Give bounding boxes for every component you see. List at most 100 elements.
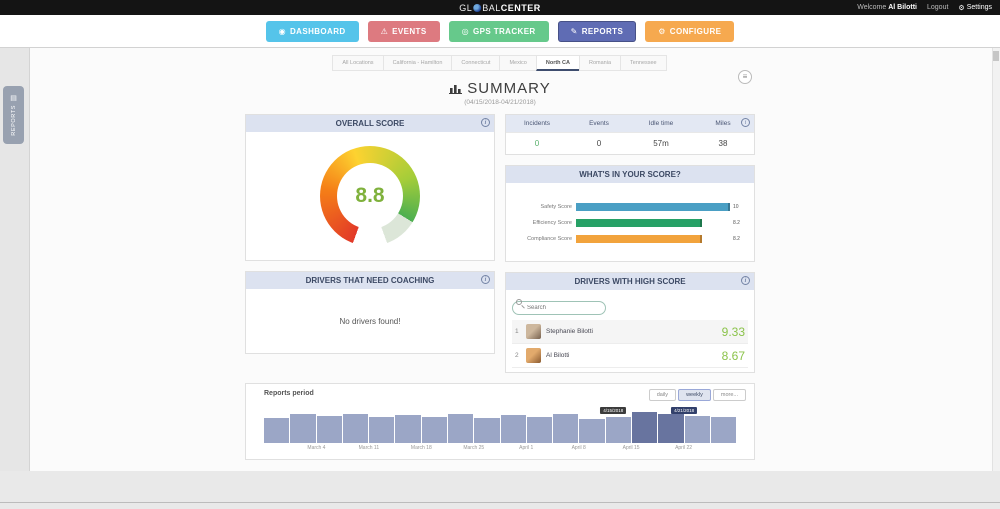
timeline-bar[interactable]	[264, 418, 290, 443]
welcome-text: Welcome Al Bilotti	[857, 4, 917, 11]
range-daily-button[interactable]: daily	[648, 389, 677, 401]
tab-all-locations[interactable]: All Locations	[332, 55, 384, 71]
globe-icon	[473, 3, 482, 12]
left-rail: ▤ REPORTS	[0, 48, 30, 471]
timeline-axis-label: April 22	[675, 445, 693, 451]
driver-row[interactable]: 2 Al Bilotti 8.67	[512, 344, 748, 368]
score-gauge: 8.8	[320, 146, 420, 246]
timeline-bar[interactable]	[658, 414, 684, 443]
topbar: GL BAL CENTER Welcome Al Bilotti Logout ⚙ …	[0, 0, 1000, 15]
info-icon[interactable]: i	[481, 118, 490, 127]
user-name: Al Bilotti	[888, 4, 917, 11]
tab-mexico[interactable]: Mexico	[499, 55, 537, 71]
nav-dashboard-label: DASHBOARD	[289, 26, 346, 36]
timeline-axis-label: March 4	[307, 445, 326, 451]
stats-summary: Incidents Events Idle time Miles i 0 0 5…	[505, 114, 755, 155]
nav-configure-button[interactable]: ⚙ CONFIGURE	[645, 20, 735, 42]
reports-side-tab[interactable]: ▤ REPORTS	[3, 86, 24, 144]
timeline-bar[interactable]	[684, 416, 710, 443]
range-weekly-button[interactable]: weekly	[678, 389, 711, 401]
timeline-bar[interactable]	[316, 416, 342, 443]
stats-col-idle-time: Idle time	[648, 120, 674, 127]
timeline-labels: March 4 March 11 March 18 March 25 April 1 Ap…	[264, 445, 736, 454]
logo-text-center: CENTER	[500, 2, 541, 13]
score-bar-track	[576, 219, 730, 227]
score-bar-fill[interactable]	[576, 219, 703, 227]
timeline-axis-label: March 25	[463, 445, 485, 451]
tab-california-hamilton[interactable]: California - Hamilton	[382, 55, 453, 71]
reports-icon: ✎	[570, 26, 578, 36]
timeline-bar[interactable]	[710, 417, 737, 443]
driver-score: 8.67	[721, 348, 745, 363]
timeline-bar[interactable]	[579, 419, 605, 443]
driver-name: Stephanie Bilotti	[546, 328, 593, 335]
logo-text-gl: GL	[459, 2, 473, 13]
search-icon	[516, 299, 522, 305]
timeline-bar[interactable]	[474, 418, 500, 443]
driver-row[interactable]: 1 Stephanie Bilotti 9.33	[512, 320, 748, 344]
stats-col-incidents: Incidents	[523, 120, 551, 127]
driver-search-input[interactable]	[512, 301, 606, 315]
score-bar-fill[interactable]	[576, 235, 703, 243]
timeline-bar[interactable]	[526, 417, 553, 443]
tab-tennessee[interactable]: Tennessee	[620, 55, 667, 71]
timeline-bar[interactable]	[342, 414, 369, 443]
logout-link[interactable]: Logout	[927, 4, 949, 11]
reports-period-panel: Reports period daily weekly more... 4/15…	[245, 383, 755, 460]
gps-icon: ◎	[461, 26, 469, 36]
timeline-bar[interactable]	[553, 414, 579, 443]
nav-reports-label: REPORTS	[581, 26, 624, 36]
timeline-axis-label: April 15	[622, 445, 640, 451]
bottom-divider	[0, 502, 1000, 503]
score-bar-label: Compliance Score	[527, 236, 572, 242]
timeline-bar[interactable]	[500, 415, 526, 443]
timeline-axis-label: April 1	[519, 445, 534, 451]
scrollbar-track[interactable]	[992, 48, 1000, 471]
configure-icon: ⚙	[658, 26, 666, 36]
timeline-bar[interactable]	[395, 415, 421, 443]
main-content: ▤ REPORTS All Locations California - Ham…	[0, 48, 1000, 471]
timeline-axis-label: March 11	[358, 445, 380, 451]
scrollbar-thumb[interactable]	[993, 51, 999, 61]
nav-dashboard-button[interactable]: ◉ DASHBOARD	[265, 20, 359, 42]
coaching-empty-message: No drivers found!	[339, 316, 401, 326]
timeline-bar[interactable]	[605, 417, 631, 443]
timeline-bar[interactable]	[290, 414, 316, 443]
score-bar-row: Compliance Score 8.2	[514, 235, 746, 243]
info-icon[interactable]: i	[741, 276, 750, 285]
tab-north-ca[interactable]: North CA	[535, 55, 580, 71]
score-bar-label: Efficiency Score	[532, 220, 572, 226]
range-more-button[interactable]: more...	[712, 389, 746, 401]
location-tabs: All Locations California - Hamilton Conn…	[0, 48, 1000, 71]
tab-romania[interactable]: Romania	[579, 55, 622, 71]
settings-label: Settings	[966, 4, 992, 11]
main-nav: ◉ DASHBOARD ⚠ EVENTS ◎ GPS TRACKER ✎ REP…	[0, 15, 1000, 48]
driver-avatar	[526, 324, 541, 339]
reports-side-tab-label: REPORTS	[10, 105, 17, 136]
score-bar-row: Efficiency Score 8.2	[514, 219, 746, 227]
timeline-bars	[264, 411, 737, 443]
score-bars: Safety Score 10 Efficiency Score 8.2 Complia…	[506, 183, 754, 261]
app-logo: GL BAL CENTER	[459, 0, 541, 15]
timeline-bar[interactable]	[369, 417, 395, 443]
info-icon[interactable]: i	[741, 118, 750, 127]
nav-gps-tracker-button[interactable]: ◎ GPS TRACKER	[448, 20, 549, 42]
stats-val-incidents: 0	[534, 139, 540, 148]
info-icon[interactable]: i	[481, 275, 490, 284]
timeline-bar[interactable]	[631, 412, 658, 443]
nav-events-button[interactable]: ⚠ EVENTS	[367, 20, 440, 42]
nav-configure-label: CONFIGURE	[669, 26, 722, 36]
score-bar-fill[interactable]	[576, 203, 730, 211]
high-score-header: DRIVERS WITH HIGH SCORE	[574, 277, 686, 286]
timeline-bar[interactable]	[421, 417, 447, 443]
timeline-bar[interactable]	[447, 414, 474, 443]
driver-rank: 2	[515, 352, 519, 359]
stats-val-events: 0	[596, 139, 602, 148]
page-title-text: SUMMARY	[467, 80, 551, 97]
nav-reports-button[interactable]: ✎ REPORTS	[557, 20, 637, 42]
date-range: (04/15/2018-04/21/2018)	[464, 99, 536, 106]
coaching-header: DRIVERS THAT NEED COACHING	[305, 276, 435, 285]
tab-connecticut[interactable]: Connecticut	[451, 55, 501, 71]
panel-menu-button[interactable]: ≡	[738, 70, 752, 84]
settings-link[interactable]: ⚙ Settings	[958, 4, 992, 12]
